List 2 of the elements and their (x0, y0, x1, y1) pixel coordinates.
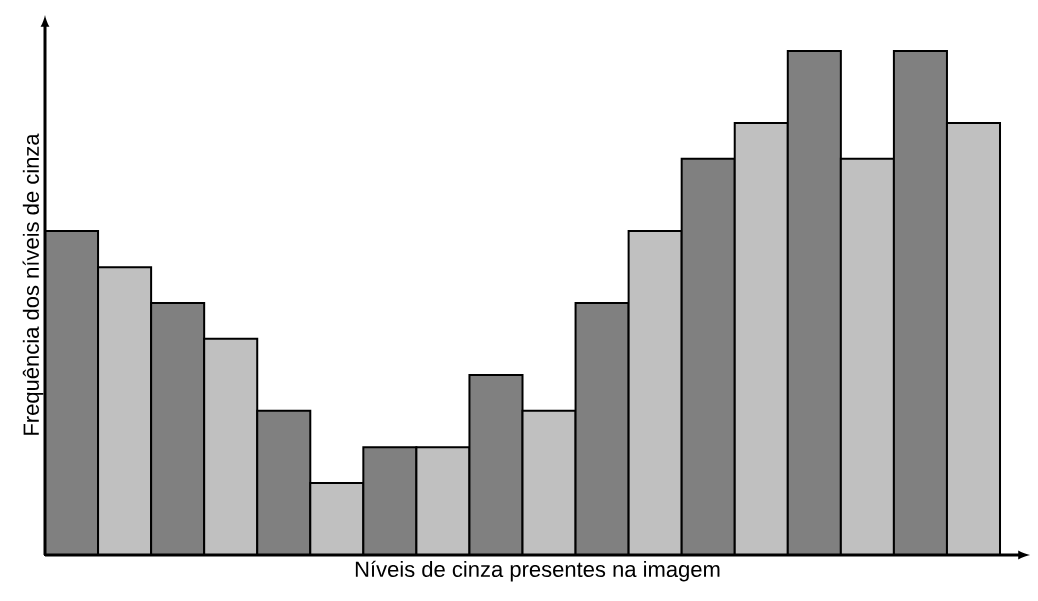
y-axis-title: Frequência dos níveis de cinza (22, 133, 44, 435)
x-axis-title: Níveis de cinza presentes na imagem (355, 560, 720, 582)
